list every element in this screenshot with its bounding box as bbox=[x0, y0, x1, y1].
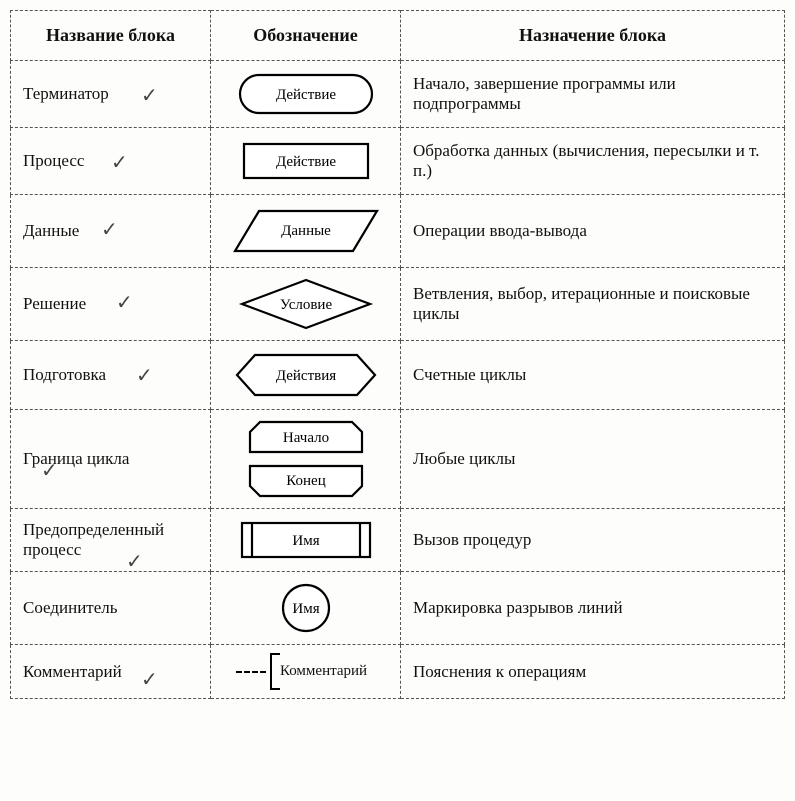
cell-desc: Вызов процедур bbox=[401, 509, 785, 572]
decision-shape-icon: Условие bbox=[236, 276, 376, 332]
shape-label: Условие bbox=[279, 297, 332, 313]
header-shape: Обозначение bbox=[211, 11, 401, 61]
shape-label: Комментарий bbox=[280, 663, 367, 679]
block-name: Процесс bbox=[23, 151, 84, 170]
checkmark-icon: ✓ bbox=[141, 667, 158, 692]
table-row: Процесс ✓ Действие Обработка данных (выч… bbox=[11, 128, 785, 195]
block-name: Комментарий bbox=[23, 662, 122, 681]
cell-name: Подготовка ✓ bbox=[11, 341, 211, 410]
cell-shape: Имя bbox=[211, 509, 401, 572]
loop-end-shape-icon: Конец bbox=[246, 462, 366, 500]
cell-desc: Пояснения к операциям bbox=[401, 645, 785, 699]
cell-name: Граница цикла ✓ bbox=[11, 410, 211, 509]
cell-shape: Действие bbox=[211, 128, 401, 195]
cell-desc: Операции ввода-вывода bbox=[401, 195, 785, 268]
cell-name: Процесс ✓ bbox=[11, 128, 211, 195]
table-row: Решение ✓ Условие Ветвления, выбор, итер… bbox=[11, 268, 785, 341]
table-row: Комментарий ✓ Комментарий Пояснения к оп… bbox=[11, 645, 785, 699]
checkmark-icon: ✓ bbox=[111, 150, 128, 175]
block-name: Подготовка bbox=[23, 365, 106, 384]
cell-shape: Действия bbox=[211, 341, 401, 410]
terminator-shape-icon: Действие bbox=[236, 69, 376, 119]
shape-label: Имя bbox=[292, 601, 319, 617]
block-name: Терминатор bbox=[23, 84, 109, 103]
process-shape-icon: Действие bbox=[236, 136, 376, 186]
cell-name: Решение ✓ bbox=[11, 268, 211, 341]
checkmark-icon: ✓ bbox=[41, 458, 58, 483]
shape-label: Конец bbox=[286, 473, 325, 489]
predefined-process-shape-icon: Имя bbox=[236, 517, 376, 563]
loop-start-shape-icon: Начало bbox=[246, 418, 366, 456]
checkmark-icon: ✓ bbox=[141, 83, 158, 108]
checkmark-icon: ✓ bbox=[116, 290, 133, 315]
block-name: Решение bbox=[23, 294, 86, 313]
table-row: Соединитель Имя Маркировка разрывов лини… bbox=[11, 572, 785, 645]
table-row: Предопределенный процесс ✓ Имя Вызов про… bbox=[11, 509, 785, 572]
shape-label: Действие bbox=[275, 87, 335, 103]
cell-shape: Комментарий bbox=[211, 645, 401, 699]
shape-label: Действия bbox=[275, 368, 335, 384]
cell-shape: Имя bbox=[211, 572, 401, 645]
data-shape-icon: Данные bbox=[231, 203, 381, 259]
table-header-row: Название блока Обозначение Назначение бл… bbox=[11, 11, 785, 61]
checkmark-icon: ✓ bbox=[136, 363, 153, 388]
cell-desc: Любые циклы bbox=[401, 410, 785, 509]
connector-shape-icon: Имя bbox=[278, 580, 334, 636]
shape-label: Начало bbox=[282, 430, 328, 446]
shape-label: Имя bbox=[292, 533, 319, 549]
preparation-shape-icon: Действия bbox=[231, 349, 381, 401]
checkmark-icon: ✓ bbox=[101, 217, 118, 242]
table-row: Подготовка ✓ Действия Счетные циклы bbox=[11, 341, 785, 410]
cell-name: Терминатор ✓ bbox=[11, 61, 211, 128]
block-name: Граница цикла bbox=[23, 449, 129, 468]
comment-shape-icon: Комментарий bbox=[223, 653, 388, 690]
cell-shape: Действие bbox=[211, 61, 401, 128]
cell-shape: Данные bbox=[211, 195, 401, 268]
cell-desc: Обработка данных (вычисления, пересылки … bbox=[401, 128, 785, 195]
table-row: Граница цикла ✓ Начало Конец Любые циклы bbox=[11, 410, 785, 509]
cell-name: Данные ✓ bbox=[11, 195, 211, 268]
checkmark-icon: ✓ bbox=[126, 549, 143, 574]
header-desc: Назначение блока bbox=[401, 11, 785, 61]
shape-label: Данные bbox=[281, 223, 331, 239]
cell-name: Предопределенный процесс ✓ bbox=[11, 509, 211, 572]
cell-shape: Начало Конец bbox=[211, 410, 401, 509]
header-name: Название блока bbox=[11, 11, 211, 61]
cell-desc: Счетные циклы bbox=[401, 341, 785, 410]
cell-name: Комментарий ✓ bbox=[11, 645, 211, 699]
cell-shape: Условие bbox=[211, 268, 401, 341]
flowchart-symbols-table: Название блока Обозначение Назначение бл… bbox=[10, 10, 785, 699]
block-name: Предопределенный процесс bbox=[23, 520, 164, 559]
block-name: Соединитель bbox=[23, 598, 118, 617]
cell-name: Соединитель bbox=[11, 572, 211, 645]
shape-label: Действие bbox=[275, 154, 335, 170]
bracket-icon: Комментарий bbox=[270, 653, 375, 690]
block-name: Данные bbox=[23, 221, 79, 240]
table-row: Терминатор ✓ Действие Начало, завершение… bbox=[11, 61, 785, 128]
dashed-line-icon bbox=[236, 671, 266, 673]
table-row: Данные ✓ Данные Операции ввода-вывода bbox=[11, 195, 785, 268]
cell-desc: Ветвления, выбор, итерационные и поисков… bbox=[401, 268, 785, 341]
cell-desc: Начало, завершение программы или подпрог… bbox=[401, 61, 785, 128]
cell-desc: Маркировка разрывов линий bbox=[401, 572, 785, 645]
